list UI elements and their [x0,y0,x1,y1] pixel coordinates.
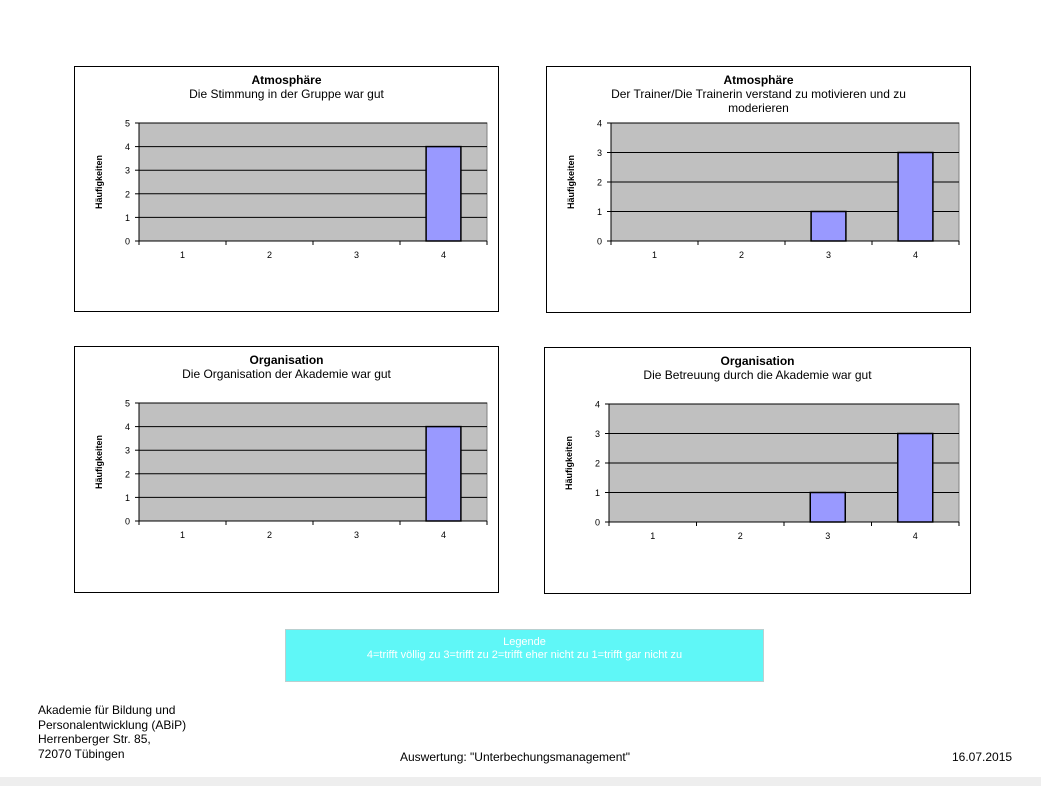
y-tick-label: 3 [597,148,602,158]
chart-svg: 0 1 2 3 4 1 2 3 4 Häufigkeiten [564,400,960,541]
x-tick-label: 4 [913,250,918,260]
chart-panel-organisation-akademie: Organisation Die Organisation der Akademi… [74,346,499,593]
chart-title: Atmosphäre Der Trainer/Die Trainerin vers… [547,73,970,115]
x-tick-label: 2 [267,530,272,540]
x-tick-label: 3 [825,531,830,541]
y-tick-label: 1 [125,493,130,503]
bar [809,491,846,523]
bottom-strip [0,777,1041,786]
y-tick-label: 2 [125,189,130,199]
y-tick-label: 2 [595,459,600,469]
x-tick-label: 1 [180,250,185,260]
chart-title: Organisation Die Betreuung durch die Akad… [545,354,970,382]
chart-subtitle: Die Betreuung durch die Akademie war gut [643,368,872,382]
legend-box: Legende 4=trifft völlig zu 3=trifft zu 2… [285,629,764,682]
chart-title-text: Organisation [249,353,324,367]
y-tick-label: 4 [597,119,602,129]
chart-subtitle: moderieren [728,101,789,115]
y-tick-label: 0 [125,517,130,527]
y-tick-label: 0 [597,237,602,247]
chart-title-text: Atmosphäre [723,73,794,87]
y-tick-label: 4 [125,422,130,432]
y-tick-label: 1 [597,207,602,217]
legend-title: Legende [503,636,546,648]
footer-address: Akademie für Bildung und Personalentwick… [38,703,186,761]
y-axis-label: Häufigkeiten [566,155,576,209]
y-tick-label: 3 [125,166,130,176]
y-tick-label: 0 [595,518,600,528]
bar [425,145,462,242]
y-tick-label: 4 [125,142,130,152]
footer-address-line: Personalentwicklung (ABiP) [38,717,187,732]
x-tick-label: 2 [267,250,272,260]
chart-svg: 0 1 2 3 4 1 2 3 4 Häufigkeiten [566,119,960,260]
footer-date: 16.07.2015 [952,750,1013,764]
y-tick-label: 0 [125,237,130,247]
x-tick-label: 3 [354,250,359,260]
x-tick-label: 3 [826,250,831,260]
bar [810,210,847,242]
bar [897,151,934,242]
legend-text: 4=trifft völlig zu 3=trifft zu 2=trifft … [366,649,683,661]
y-tick-label: 1 [125,213,130,223]
chart-svg: 0 1 2 3 4 5 1 2 3 4 Häufigkeiten [94,399,488,540]
bar [897,432,934,523]
y-tick-label: 2 [125,469,130,479]
x-tick-label: 2 [738,531,743,541]
y-tick-label: 3 [125,446,130,456]
chart-title: Organisation Die Organisation der Akademi… [75,353,498,381]
chart-svg: 0 1 2 3 4 5 1 2 3 4 Häufigkeiten [94,119,488,260]
chart-title-text: Atmosphäre [251,73,322,87]
y-tick-label: 3 [595,429,600,439]
x-tick-label: 3 [354,530,359,540]
chart-title-text: Organisation [720,354,795,368]
x-tick-label: 1 [180,530,185,540]
y-tick-label: 5 [125,119,130,129]
chart-title: Atmosphäre Die Stimmung in der Gruppe war… [75,73,498,101]
x-tick-label: 1 [650,531,655,541]
y-axis-label: Häufigkeiten [94,155,104,209]
y-axis-label: Häufigkeiten [564,436,574,490]
x-tick-label: 4 [913,531,918,541]
footer-report-title: Auswertung: "Unterbechungsmanagement" [400,750,630,764]
footer-address-line: 72070 Tübingen [38,746,125,761]
footer-address-line: Akademie für Bildung und [38,703,176,717]
chart-subtitle: Die Organisation der Akademie war gut [182,367,391,381]
x-tick-label: 4 [441,530,446,540]
chart-panel-organisation-betreuung: Organisation Die Betreuung durch die Akad… [544,347,971,594]
x-tick-label: 4 [441,250,446,260]
chart-subtitle: Der Trainer/Die Trainerin verstand zu mo… [611,87,906,101]
x-tick-label: 1 [652,250,657,260]
y-tick-label: 5 [125,399,130,409]
chart-panel-atmosphaere-trainer: Atmosphäre Der Trainer/Die Trainerin vers… [546,66,971,313]
y-tick-label: 4 [595,400,600,410]
x-tick-label: 2 [739,250,744,260]
bar [425,425,462,522]
chart-subtitle: Die Stimmung in der Gruppe war gut [189,87,384,101]
footer-address-line: Herrenberger Str. 85, [38,732,151,746]
y-tick-label: 1 [595,488,600,498]
y-axis-label: Häufigkeiten [94,435,104,489]
chart-panel-atmosphaere-stimmung: Atmosphäre Die Stimmung in der Gruppe war… [74,66,499,312]
y-tick-label: 2 [597,178,602,188]
